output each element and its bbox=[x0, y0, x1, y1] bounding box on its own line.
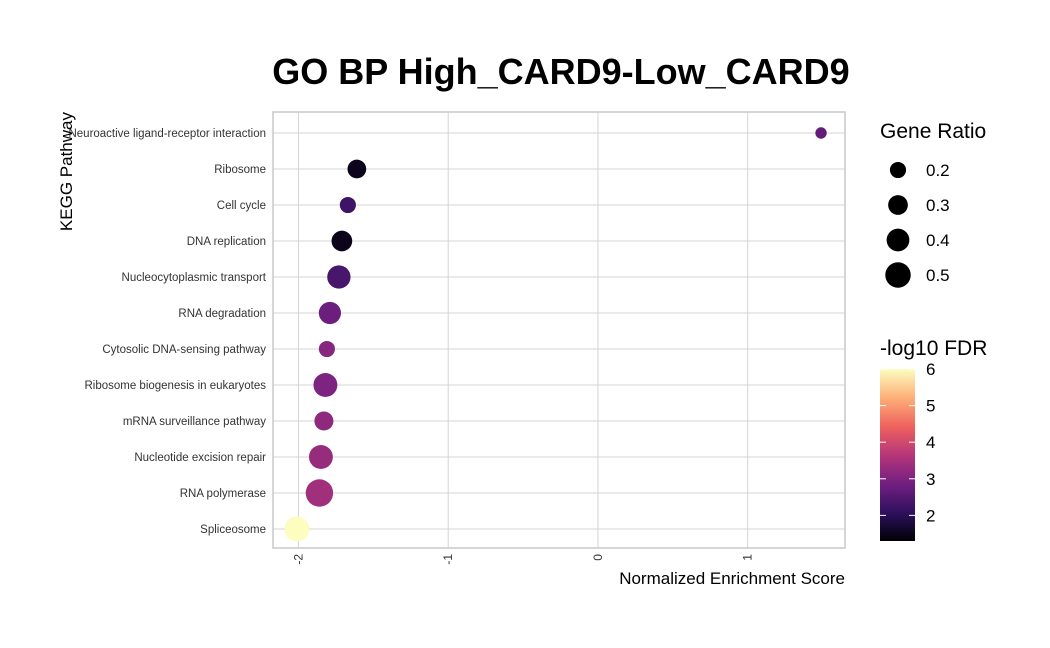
data-point bbox=[815, 127, 827, 139]
x-tick-labels: -2 -1 0 1 bbox=[291, 554, 754, 565]
size-legend-key bbox=[888, 195, 908, 215]
color-legend-label: 6 bbox=[926, 360, 935, 379]
y-tick-label: Nucleocytoplasmic transport bbox=[122, 272, 267, 284]
chart-title: GO BP High_CARD9-Low_CARD9 bbox=[272, 51, 849, 92]
color-legend-title: -log10 FDR bbox=[880, 337, 987, 360]
data-point bbox=[318, 340, 335, 358]
color-legend-label: 4 bbox=[926, 433, 935, 452]
color-legend-label: 2 bbox=[926, 506, 935, 525]
y-tick-label: mRNA surveillance pathway bbox=[123, 416, 266, 428]
y-tick-label: Cell cycle bbox=[217, 200, 266, 212]
color-bar bbox=[880, 369, 915, 541]
size-legend: Gene Ratio 0.2 0.3 0.4 0.5 bbox=[880, 120, 986, 288]
data-point bbox=[305, 479, 334, 507]
y-tick-label: DNA replication bbox=[187, 236, 266, 248]
data-point bbox=[327, 265, 351, 289]
color-legend: -log10 FDR 2 3 4 5 6 bbox=[880, 337, 987, 541]
y-gridlines bbox=[273, 132, 845, 530]
y-tick-label: Ribosome bbox=[214, 164, 266, 176]
x-axis-label: Normalized Enrichment Score bbox=[619, 569, 845, 588]
data-point bbox=[284, 516, 310, 542]
y-tick-labels: Neuroactive ligand-receptor interaction R… bbox=[68, 128, 266, 536]
data-point bbox=[314, 411, 334, 431]
y-tick-label: RNA degradation bbox=[178, 308, 266, 320]
y-tick-label: Neuroactive ligand-receptor interaction bbox=[68, 128, 266, 140]
size-legend-key bbox=[886, 228, 910, 252]
data-point bbox=[347, 159, 367, 179]
size-legend-label: 0.5 bbox=[926, 266, 950, 285]
plot-panel-border bbox=[272, 111, 846, 549]
x-tick-label: 0 bbox=[591, 554, 605, 561]
x-tick-label: 1 bbox=[741, 554, 755, 561]
size-legend-key bbox=[885, 262, 911, 288]
x-tick-label: -1 bbox=[441, 554, 455, 565]
y-axis-label: KEGG Pathway bbox=[57, 112, 76, 232]
data-point bbox=[318, 301, 341, 325]
y-tick-label: Ribosome biogenesis in eukaryotes bbox=[84, 380, 266, 392]
x-gridlines bbox=[297, 112, 749, 548]
x-tick-label: -2 bbox=[291, 554, 305, 565]
data-point bbox=[313, 373, 338, 397]
y-tick-label: RNA polymerase bbox=[180, 488, 266, 500]
size-legend-key bbox=[889, 161, 907, 179]
y-tick-label: Nucleotide excision repair bbox=[134, 452, 266, 464]
data-point bbox=[308, 445, 333, 469]
size-legend-label: 0.4 bbox=[926, 231, 950, 250]
data-points bbox=[284, 127, 827, 542]
size-legend-label: 0.3 bbox=[926, 196, 950, 215]
color-legend-label: 3 bbox=[926, 470, 935, 489]
color-legend-label: 5 bbox=[926, 397, 935, 416]
y-tick-label: Cytosolic DNA-sensing pathway bbox=[102, 344, 266, 356]
size-legend-label: 0.2 bbox=[926, 161, 950, 180]
y-tick-label: Spliceosome bbox=[200, 524, 266, 536]
data-point bbox=[331, 230, 353, 252]
data-point bbox=[339, 196, 356, 214]
size-legend-title: Gene Ratio bbox=[880, 120, 986, 143]
